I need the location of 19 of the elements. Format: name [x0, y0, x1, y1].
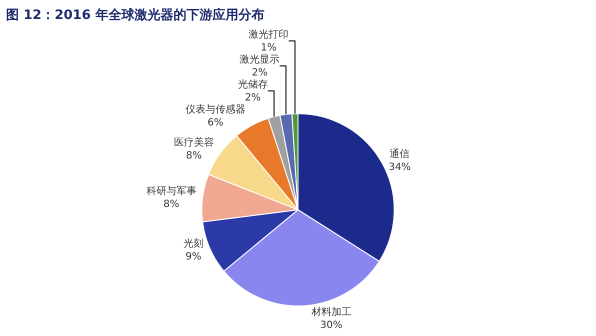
data-label: 30%: [320, 320, 342, 331]
slice-label: 光储存: [238, 78, 268, 90]
slice-label: 通信: [390, 148, 410, 160]
slice-label: 科研与军事: [146, 185, 196, 198]
data-label: 9%: [186, 251, 202, 262]
slice-label: 仪表与传感器: [185, 103, 246, 116]
data-label: 6%: [207, 117, 224, 128]
data-label: 2%: [244, 92, 261, 104]
slice-label: 激光打印: [248, 28, 289, 40]
data-label: 8%: [163, 199, 180, 210]
chart-title: 图 12：2016 年全球激光器的下游应用分布: [6, 7, 264, 24]
slice-label: 激光显示: [240, 53, 280, 66]
slice-label: 医疗美容: [174, 136, 214, 148]
data-label: 2%: [252, 67, 268, 78]
slice-label: 材料加工: [310, 306, 352, 318]
slice-label: 光刻: [183, 237, 204, 250]
data-label: 34%: [388, 162, 411, 174]
data-label: 8%: [186, 150, 202, 162]
data-label: 1%: [260, 42, 277, 54]
